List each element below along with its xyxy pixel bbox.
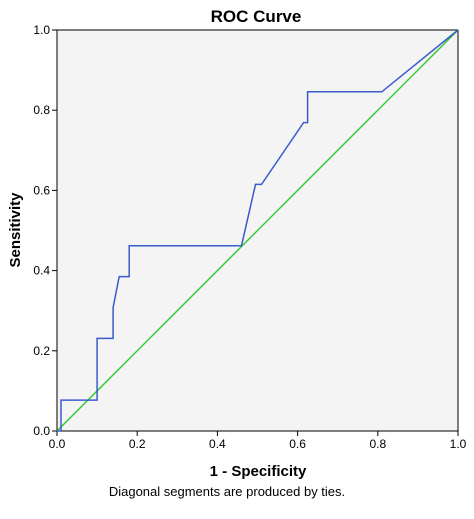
y-tick-label: 0.0 — [33, 424, 50, 438]
series-layer — [56, 29, 459, 432]
y-tick-label: 0.2 — [33, 344, 50, 358]
x-tick-label: 0.8 — [369, 437, 386, 451]
x-tick-label: 1.0 — [450, 437, 467, 451]
x-axis-ticks: 0.0 0.2 0.4 0.6 0.8 1.0 — [49, 431, 467, 451]
chart-footnote: Diagonal segments are produced by ties. — [109, 484, 345, 499]
y-axis-label: Sensitivity — [7, 192, 24, 268]
y-axis-ticks: 0.0 0.2 0.4 0.6 0.8 1.0 — [33, 23, 57, 438]
y-tick-label: 1.0 — [33, 23, 50, 37]
x-axis-label: 1 - Specificity — [210, 463, 307, 480]
roc-curve-line — [57, 29, 459, 432]
x-tick-label: 0.6 — [289, 437, 306, 451]
x-tick-label: 0.2 — [129, 437, 146, 451]
x-tick-label: 0.4 — [209, 437, 226, 451]
y-tick-label: 0.6 — [33, 183, 50, 197]
y-tick-label: 0.8 — [33, 103, 50, 117]
reference-diagonal-line — [56, 29, 459, 432]
y-tick-label: 0.4 — [33, 264, 50, 278]
x-tick-label: 0.0 — [49, 437, 66, 451]
chart-title: ROC Curve — [211, 7, 302, 26]
